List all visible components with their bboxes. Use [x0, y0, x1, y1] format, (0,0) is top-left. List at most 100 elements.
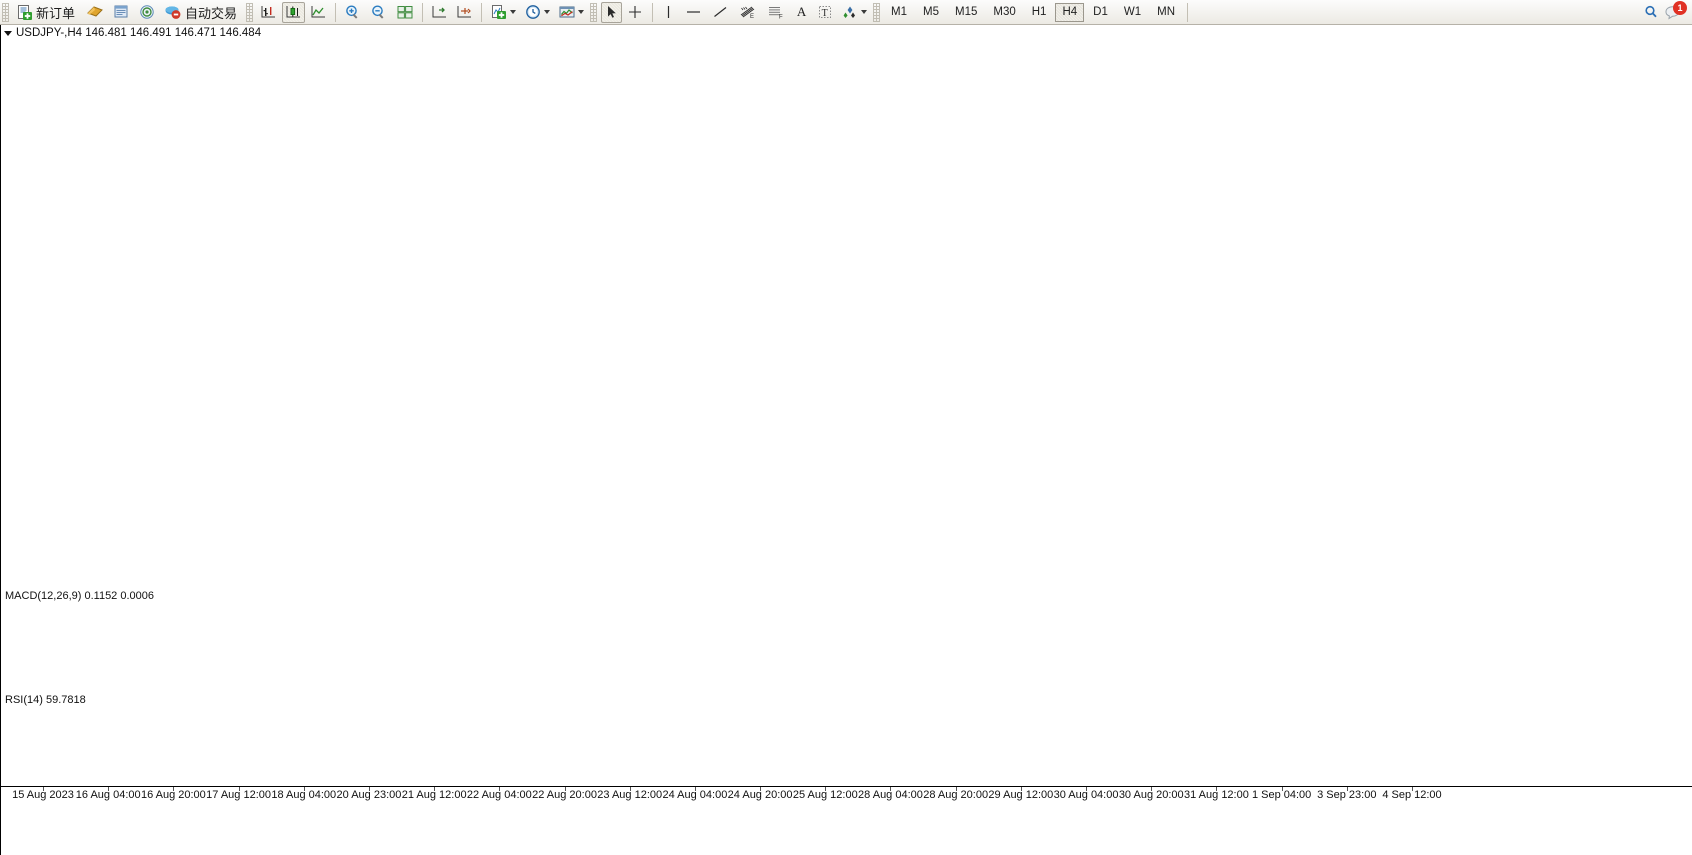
timeframe-mn[interactable]: MN	[1157, 6, 1175, 18]
timeframe-m1[interactable]: M1	[891, 6, 908, 18]
alerts-button[interactable]: 1	[1664, 1, 1687, 22]
toolbar-grip-2[interactable]	[246, 2, 254, 22]
fibonacci-button[interactable]: F	[763, 2, 789, 23]
autotrading-icon	[165, 6, 181, 19]
rsi-scale[interactable]: 1008050150	[0, 693, 1, 785]
time-axis-label: 24 Aug 20:00	[727, 789, 793, 801]
tile-windows-button[interactable]	[393, 2, 417, 23]
svg-text:F: F	[779, 15, 783, 21]
chart-area[interactable]: 147.475147.305147.130146.960145.925145.7…	[0, 25, 1692, 855]
periods-button[interactable]	[521, 2, 553, 23]
expert-advisors-icon	[87, 6, 103, 17]
time-axis-label: 4 Sep 12:00	[1382, 789, 1442, 801]
chevron-down-icon-4[interactable]	[861, 10, 868, 14]
shapes-button[interactable]	[838, 2, 870, 23]
time-tick	[825, 787, 827, 791]
timeframe-m30[interactable]: M30	[993, 6, 1016, 18]
timeframe-m5[interactable]: M5	[923, 6, 939, 18]
line-chart-button[interactable]	[307, 2, 330, 23]
time-tick	[564, 787, 566, 791]
time-axis-label: 22 Aug 20:00	[532, 789, 597, 801]
indicators-button[interactable]	[487, 2, 519, 23]
time-axis-label: 29 Aug 12:00	[988, 789, 1054, 801]
vertical-line-button[interactable]	[658, 2, 679, 23]
trendline-button[interactable]	[708, 2, 733, 23]
data-window-icon	[114, 5, 128, 18]
time-axis[interactable]: 15 Aug 2023 16 Aug 04:00 16 Aug 20:00 17 Au…	[1, 786, 1692, 809]
time-axis-label: 31 Aug 12:00	[1184, 789, 1249, 801]
timeframe-group: M1 M5 M15 M30 H1 H4 D1 W1 MN	[883, 2, 1183, 22]
cursor-button[interactable]	[601, 1, 623, 23]
time-axis-label: 30 Aug 20:00	[1118, 789, 1184, 801]
time-tick	[43, 787, 44, 791]
text-icon: A	[796, 4, 807, 19]
text-button[interactable]: A	[791, 2, 812, 23]
candlestick-chart-icon	[286, 6, 301, 18]
new-order-button[interactable]: 新订单	[13, 2, 81, 23]
time-tick	[499, 787, 501, 791]
time-axis-label: 30 Aug 04:00	[1053, 789, 1119, 801]
time-axis-label: 15 Aug 2023	[12, 789, 74, 801]
chart-menu-caret-icon[interactable]	[4, 30, 12, 36]
timeframe-w1[interactable]: W1	[1123, 6, 1142, 18]
time-tick	[629, 787, 631, 791]
time-tick	[1216, 787, 1218, 791]
timeframe-h4[interactable]: H4	[1055, 2, 1085, 22]
time-axis-label: 28 Aug 04:00	[858, 789, 923, 801]
toolbar-grip-4[interactable]	[873, 2, 881, 22]
expert-advisors-button[interactable]	[83, 2, 107, 23]
autotrading-button[interactable]: 自动交易	[161, 2, 243, 23]
shapes-icon	[843, 6, 856, 18]
time-axis-label: 25 Aug 12:00	[792, 789, 858, 801]
chevron-down-icon-2[interactable]	[544, 10, 551, 14]
timeframe-d1[interactable]: D1	[1093, 6, 1108, 18]
autotrading-label: 自动交易	[185, 6, 238, 22]
toolbar-separator-3	[481, 2, 483, 22]
auto-scroll-icon	[432, 6, 447, 18]
time-tick	[238, 787, 240, 791]
macd-scale[interactable]: 0.5740.00-0.2279	[0, 589, 1, 691]
new-order-label: 新订单	[36, 6, 76, 22]
zoom-in-button[interactable]	[341, 2, 365, 23]
time-tick	[1020, 787, 1022, 791]
text-label-button[interactable]: T	[814, 2, 836, 23]
horizontal-line-button[interactable]	[681, 2, 706, 23]
time-tick	[1086, 787, 1088, 791]
search-button[interactable]	[1639, 2, 1663, 23]
timeframe-m15[interactable]: M15	[955, 6, 978, 18]
zoom-out-icon	[372, 5, 384, 19]
toolbar-separator-4	[652, 2, 654, 22]
templates-button[interactable]	[555, 2, 587, 23]
candlestick-chart-button[interactable]	[282, 1, 306, 23]
time-tick	[1346, 787, 1348, 791]
time-tick	[108, 787, 110, 791]
cursor-icon	[608, 6, 616, 18]
chevron-down-icon[interactable]	[510, 10, 517, 14]
toolbar-grip[interactable]	[2, 2, 9, 22]
time-tick	[694, 787, 696, 791]
templates-icon	[559, 6, 575, 18]
time-axis-label: 20 Aug 23:00	[336, 789, 402, 801]
line-chart-icon	[311, 6, 326, 18]
time-tick	[173, 787, 175, 791]
bar-chart-button[interactable]	[257, 2, 280, 23]
time-axis-label: 24 Aug 04:00	[662, 789, 728, 801]
chart-symbol-text: USDJPY-,H4 146.481 146.491 146.471 146.4…	[16, 27, 262, 39]
time-tick	[434, 787, 436, 791]
timeframe-h1[interactable]: H1	[1031, 6, 1047, 18]
zoom-out-button[interactable]	[367, 2, 391, 23]
data-window-button[interactable]	[109, 2, 133, 23]
auto-scroll-button[interactable]	[428, 2, 451, 23]
time-tick	[1281, 787, 1283, 791]
crosshair-button[interactable]	[624, 2, 647, 23]
rsi-header: RSI(14) 59.7818	[5, 694, 86, 706]
chevron-down-icon-3[interactable]	[578, 10, 585, 14]
time-axis-label: 22 Aug 04:00	[466, 789, 532, 801]
equidistant-channel-button[interactable]: E	[735, 2, 761, 23]
time-tick	[303, 787, 305, 791]
main-toolbar: 新订单	[0, 0, 1692, 25]
navigator-button[interactable]	[135, 2, 159, 23]
chart-shift-button[interactable]	[453, 2, 476, 23]
price-scale[interactable]: 147.475147.305147.130146.960145.925145.7…	[0, 25, 1, 587]
toolbar-grip-3[interactable]	[590, 2, 598, 22]
